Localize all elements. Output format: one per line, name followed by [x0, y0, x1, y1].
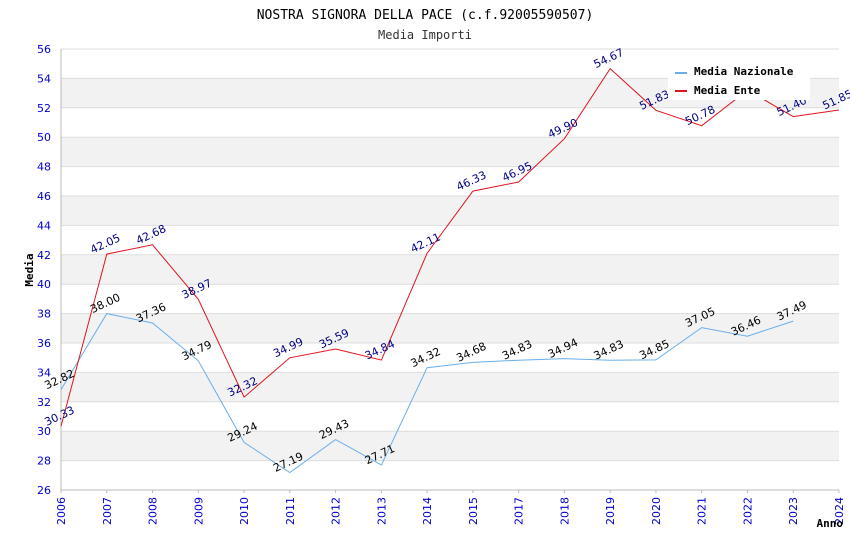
series-line-ente — [60, 67, 840, 427]
y-tick-labels: 26 28 30 32 34 36 38 40 42 44 46 48 50 52 54 56 — [37, 43, 51, 497]
grid-band — [61, 460, 839, 490]
grid-band — [61, 137, 839, 167]
y-axis-label: Media — [23, 253, 36, 286]
grid-band — [61, 372, 839, 402]
y-tick-label: 52 — [37, 102, 51, 115]
grid-band — [61, 431, 839, 461]
series-line-nazionale — [60, 313, 794, 474]
y-tick-label: 34 — [37, 366, 51, 379]
y-tick-label: 56 — [37, 43, 51, 56]
x-tick-label: 2020 — [650, 497, 663, 525]
x-tick-label: 2024 — [833, 497, 846, 525]
chart-subtitle: Media Importi — [378, 28, 472, 42]
y-tick-label: 50 — [37, 131, 51, 144]
grid-lines — [61, 48, 839, 491]
y-tick-label: 40 — [37, 278, 51, 291]
x-tick-label: 2019 — [604, 497, 617, 525]
grid-band — [61, 343, 839, 373]
grid-band — [61, 196, 839, 226]
grid-band — [61, 313, 839, 343]
x-tick-label: 2014 — [421, 497, 434, 525]
x-tick-label: 2013 — [375, 497, 388, 525]
grid-band — [61, 401, 839, 432]
x-tick-label: 2021 — [696, 497, 709, 525]
x-tick-label: 2009 — [192, 497, 205, 525]
y-tick-label: 30 — [37, 425, 51, 438]
x-tick-label: 2015 — [467, 497, 480, 525]
x-tick-label: 2022 — [741, 497, 754, 525]
x-axis-label: Anno — [817, 517, 844, 530]
legend: Media Nazionale Media Ente — [668, 60, 810, 100]
legend-box — [668, 60, 810, 100]
x-tick-label: 2011 — [284, 497, 297, 525]
y-tick-label: 26 — [37, 484, 51, 497]
x-tick-label: 2006 — [55, 497, 68, 525]
legend-label-ente: Media Ente — [694, 84, 761, 97]
grid-band — [61, 225, 839, 255]
grid-band — [61, 166, 839, 196]
x-tick-label: 2023 — [787, 497, 800, 525]
y-tick-label: 46 — [37, 190, 51, 203]
x-tick-label: 2018 — [558, 497, 571, 525]
grid-band — [61, 254, 839, 285]
y-tick-label: 38 — [37, 308, 51, 321]
y-tick-label: 36 — [37, 337, 51, 350]
x-tick-label: 2007 — [101, 497, 114, 525]
plot-background — [61, 49, 839, 490]
x-tick-label: 2008 — [147, 497, 160, 525]
y-tick-label: 48 — [37, 161, 51, 174]
x-tick-labels: 2006 2007 2008 2009 2010 2011 2012 2013 2014 2015… — [55, 490, 846, 525]
y-tick-label: 42 — [37, 249, 51, 262]
x-tick-label: 2017 — [513, 497, 526, 525]
y-tick-label: 32 — [37, 396, 51, 409]
y-tick-label: 28 — [37, 455, 51, 468]
series-lines — [60, 67, 840, 474]
y-tick-label: 44 — [37, 219, 51, 232]
legend-label-nazionale: Media Nazionale — [694, 65, 794, 78]
chart-title: NOSTRA SIGNORA DELLA PACE (c.f.920055905… — [257, 8, 594, 23]
grid-band — [61, 107, 839, 138]
grid-band — [61, 284, 839, 314]
x-tick-label: 2012 — [330, 497, 343, 525]
x-tick-label: 2010 — [238, 497, 251, 525]
y-tick-label: 54 — [37, 72, 51, 85]
